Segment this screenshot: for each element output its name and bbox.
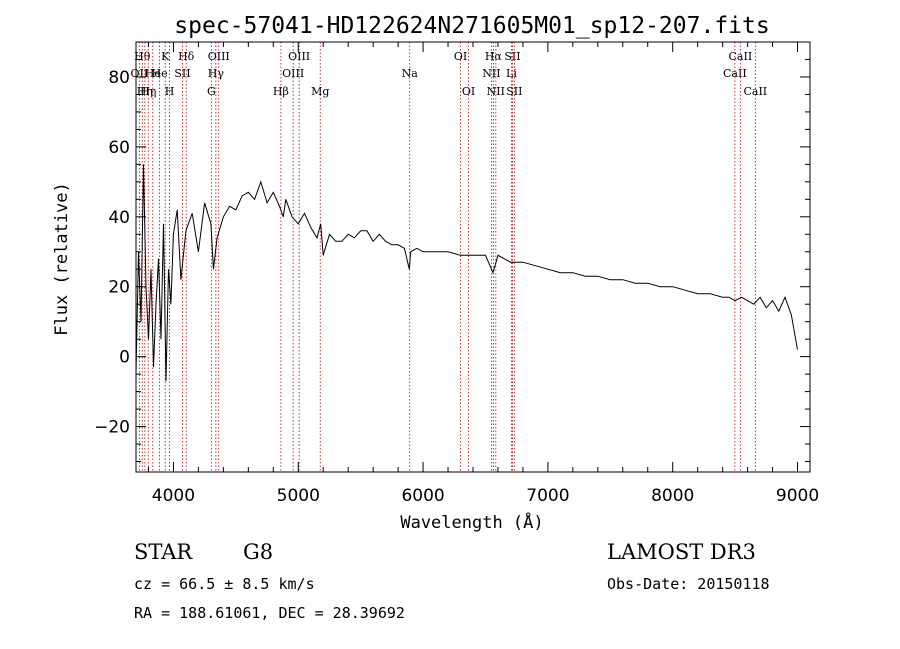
spectrum-chart: spec-57041-HD122624N271605M01_sp12-207.f… [52, 13, 819, 533]
y-tick-label: −20 [94, 418, 130, 438]
spectral-lines: OIIHθHηHηHeHeKHSIIHδGHγOIIIHβOIIIOIIIMgN… [131, 42, 767, 472]
spectral-line-label: Hβ [273, 85, 289, 98]
x-tick-label: 4000 [152, 486, 195, 506]
redshift-cz: cz = 66.5 ± 8.5 km/s [134, 575, 315, 593]
survey-name: LAMOST DR3 [607, 540, 756, 564]
axis-ticks: 4000 5000 6000 7000 8000 9000 −20 0 20 40 60 80 [94, 42, 819, 506]
spectral-line-label: NII [482, 67, 500, 80]
spectral-line-label: OIII [208, 50, 230, 63]
spectral-line-label: NII [487, 85, 505, 98]
spectral-line-label: Mg [311, 85, 329, 98]
plot-frame [135, 41, 811, 473]
object-class: STAR [134, 540, 193, 564]
spectral-line-label: SII [504, 50, 520, 63]
spectral-line-label: OIII [288, 50, 310, 63]
x-tick-label: 5000 [277, 486, 320, 506]
spectral-line-label: G [207, 85, 216, 98]
spectral-line-label: He [145, 67, 161, 80]
x-axis-label: Wavelength (Å) [400, 511, 543, 533]
flux-series-line [135, 164, 798, 382]
spectral-line-label: CaII [729, 50, 753, 63]
chart-title: spec-57041-HD122624N271605M01_sp12-207.f… [174, 13, 769, 39]
spectral-line-label: SII [506, 85, 522, 98]
y-tick-label: 0 [119, 348, 130, 368]
x-tick-label: 8000 [651, 486, 694, 506]
obs-date: Obs-Date: 20150118 [607, 575, 770, 593]
y-tick-label: 60 [108, 138, 130, 158]
spectral-line-label: Na [402, 67, 419, 80]
spectral-line-label: Hδ [178, 50, 195, 63]
spectral-line-label: CaII [743, 85, 767, 98]
spectral-line-label: H [165, 85, 175, 98]
spectral-line-label: OIII [282, 67, 304, 80]
spectral-line-label: Li [506, 67, 517, 80]
x-tick-label: 9000 [776, 486, 819, 506]
spectral-line-label: CaII [723, 67, 747, 80]
spectral-line-label: Hα [485, 50, 503, 63]
object-subclass: G8 [243, 540, 274, 564]
spectral-line-label: He [152, 67, 168, 80]
x-tick-label: 7000 [526, 486, 569, 506]
x-tick-label: 6000 [401, 486, 444, 506]
spectral-line-label: OI [454, 50, 467, 63]
spectral-line-label: Hγ [208, 67, 225, 80]
spectral-line-label: Hη [140, 85, 156, 98]
y-tick-label: 40 [108, 208, 130, 228]
spectral-line-label: OI [462, 85, 475, 98]
y-tick-label: 20 [108, 278, 130, 298]
y-tick-label: 80 [108, 68, 130, 88]
y-axis-label: Flux (relative) [52, 182, 72, 336]
coordinates: RA = 188.61061, DEC = 28.39692 [134, 604, 405, 622]
spectral-line-label: K [161, 50, 170, 63]
spectral-line-label: SII [174, 67, 190, 80]
